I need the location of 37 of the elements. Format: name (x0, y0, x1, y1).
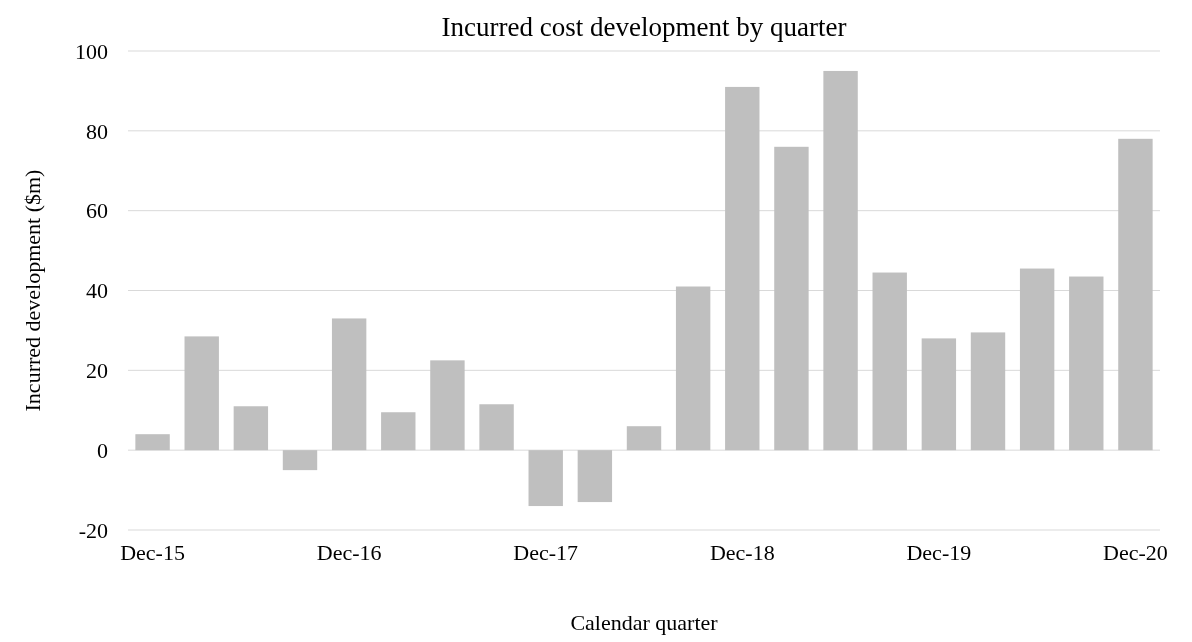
bar (675, 286, 711, 451)
bar (872, 272, 907, 451)
chart-title: Incurred cost development by quarter (441, 12, 847, 42)
x-tick-label: Dec-17 (513, 540, 579, 565)
bar (479, 404, 514, 451)
bar (970, 332, 1006, 451)
y-tick-label: -20 (78, 517, 108, 543)
y-tick-label: 100 (75, 38, 108, 64)
y-tick-label: 20 (86, 358, 108, 384)
bar (381, 412, 416, 451)
bar (233, 406, 269, 451)
x-axis-title: Calendar quarter (570, 610, 719, 635)
bar (528, 450, 563, 507)
x-tick-label: Dec-15 (120, 540, 185, 565)
y-tick-label: 0 (97, 437, 108, 463)
bar (823, 70, 858, 451)
bar (135, 434, 170, 451)
bar (331, 318, 367, 451)
x-tick-label: Dec-18 (709, 540, 775, 565)
x-tick-label: Dec-19 (906, 540, 972, 565)
bar (430, 360, 465, 451)
y-tick-label: 60 (86, 198, 108, 224)
bar (1019, 268, 1055, 451)
y-axis-title: Incurred development ($m) (20, 169, 45, 412)
bar (774, 146, 809, 451)
bar (184, 336, 219, 451)
bar (725, 86, 760, 451)
bar (577, 450, 613, 503)
y-tick-label: 80 (86, 118, 108, 144)
bar (282, 450, 318, 471)
bar (1069, 276, 1104, 451)
bar (1118, 138, 1153, 451)
x-tick-label: Dec-20 (1103, 540, 1168, 565)
y-tick-label: 40 (86, 278, 108, 304)
bar (921, 338, 957, 451)
x-tick-label: Dec-16 (316, 540, 382, 565)
bar (626, 426, 662, 451)
